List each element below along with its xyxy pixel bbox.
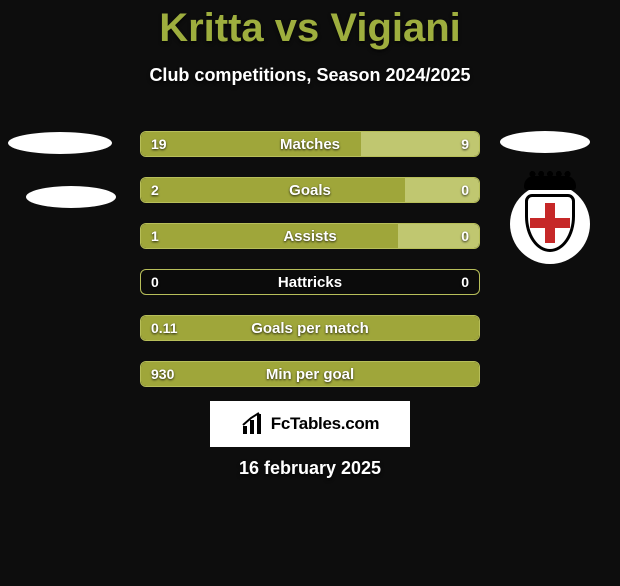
stat-bar-left — [141, 132, 361, 156]
chart-icon — [241, 412, 265, 436]
stat-value-left: 0.11 — [151, 316, 177, 340]
stat-row: 199Matches — [140, 131, 480, 157]
stat-value-right: 0 — [461, 178, 469, 202]
stat-row: 0 0Hattricks — [140, 269, 480, 295]
stat-row: 20Goals — [140, 177, 480, 203]
stat-bar-left — [141, 362, 479, 386]
stat-row: 10Assists — [140, 223, 480, 249]
page-subtitle: Club competitions, Season 2024/2025 — [0, 65, 620, 86]
brand-text: FcTables.com — [271, 414, 380, 434]
stat-row: 0.11Goals per match — [140, 315, 480, 341]
stat-value-right: 0 — [461, 224, 469, 248]
player-photo-left-1 — [8, 132, 112, 154]
club-crest — [510, 184, 590, 264]
player-photo-right-1 — [500, 131, 590, 153]
stats-comparison: 199Matches20Goals10Assists00Hattricks0.1… — [140, 131, 480, 407]
stat-bar-left — [141, 224, 398, 248]
stat-value-left: 0 — [151, 270, 159, 294]
stat-value-right: 9 — [461, 132, 469, 156]
player-photo-left-2 — [26, 186, 116, 208]
snapshot-date: 16 february 2025 — [0, 458, 620, 479]
page-title: Kritta vs Vigiani — [0, 6, 620, 51]
stat-row: 930Min per goal — [140, 361, 480, 387]
brand-badge: FcTables.com — [210, 401, 410, 447]
stat-bar-left — [141, 316, 479, 340]
stat-value-left: 930 — [151, 362, 174, 386]
stat-value-right: 0 — [461, 270, 469, 294]
stat-bar-left — [141, 178, 405, 202]
stat-label: Hattricks — [141, 270, 479, 294]
stat-value-left: 1 — [151, 224, 159, 248]
stat-value-left: 19 — [151, 132, 167, 156]
stat-value-left: 2 — [151, 178, 159, 202]
